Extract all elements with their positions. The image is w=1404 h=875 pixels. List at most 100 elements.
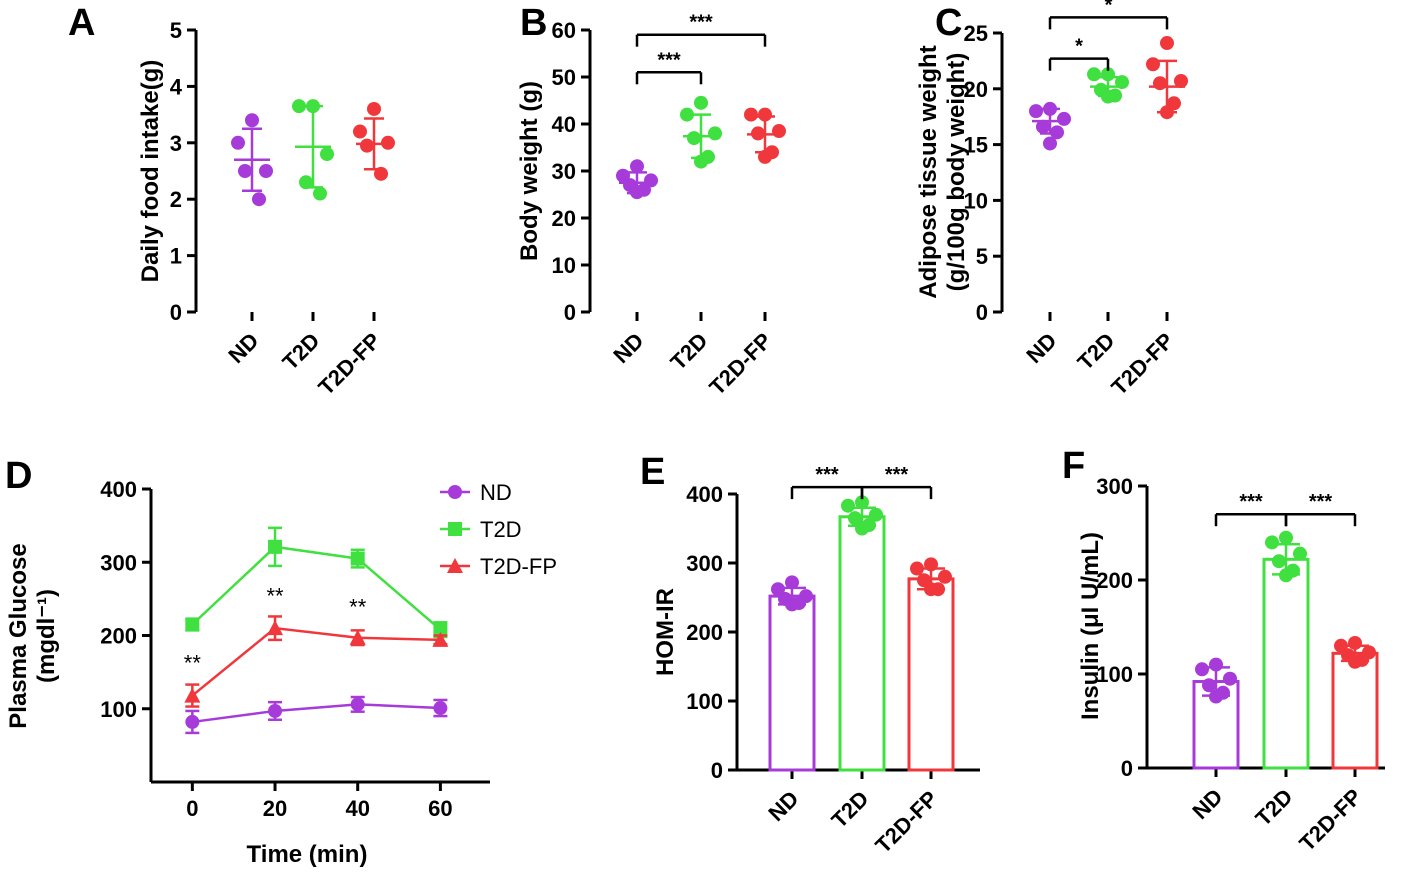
- x-category-label: T2D: [1072, 328, 1119, 375]
- data-point: [855, 521, 869, 536]
- legend-label: T2D: [480, 517, 522, 542]
- significance-bracket: *: [1048, 36, 1110, 71]
- data-point: [1036, 119, 1050, 134]
- data-point: [1043, 136, 1057, 151]
- data-point: [785, 575, 799, 590]
- data-marker: [350, 551, 365, 566]
- x-category-label: T2D: [1250, 784, 1297, 831]
- data-point: [694, 95, 708, 110]
- group-T2D-FP: [353, 101, 395, 181]
- y-axis-title: Daily food intake(g): [137, 60, 164, 283]
- significance-label: *: [1075, 36, 1083, 58]
- bar: [1331, 651, 1379, 770]
- data-point: [1029, 104, 1043, 119]
- y-tick-label: 300: [1096, 474, 1133, 499]
- data-point: [1087, 67, 1101, 82]
- data-point: [1265, 535, 1279, 550]
- y-tick-label: 10: [552, 253, 576, 278]
- data-marker: [433, 701, 448, 716]
- series-ND: [185, 695, 448, 735]
- data-point: [1043, 101, 1057, 116]
- data-point: [1160, 105, 1174, 120]
- data-marker: [350, 697, 365, 712]
- data-marker: [432, 631, 449, 647]
- data-point: [855, 495, 869, 510]
- data-point: [259, 164, 273, 178]
- y-tick-label: 0: [564, 300, 576, 325]
- data-point: [1279, 530, 1293, 545]
- x-category-label: T2D-FP: [1294, 784, 1366, 856]
- y-axis-title: HOM-IR: [652, 588, 679, 676]
- y-axis-title-line: Adipose tissue weight: [915, 45, 942, 298]
- y-tick-label: 50: [552, 65, 576, 90]
- data-point: [231, 135, 245, 150]
- group-ND: [231, 113, 273, 207]
- x-category-label: ND: [763, 786, 803, 826]
- data-point: [1209, 689, 1223, 704]
- data-point: [785, 597, 799, 612]
- x-category-label: ND: [608, 328, 648, 368]
- data-point: [630, 185, 644, 200]
- data-point: [374, 166, 388, 181]
- data-point: [848, 511, 862, 526]
- data-marker: [185, 714, 200, 729]
- data-point: [841, 498, 855, 513]
- bar: [907, 577, 955, 772]
- y-tick-label: 100: [686, 689, 723, 714]
- data-point: [771, 582, 785, 597]
- series-T2D-FP: [184, 615, 449, 708]
- group-ND: [1192, 657, 1240, 770]
- significance-label: ***: [1309, 491, 1333, 513]
- panel-label: F: [1062, 445, 1085, 487]
- group-T2D: [1262, 530, 1310, 770]
- data-point: [751, 126, 765, 141]
- data-point: [1101, 67, 1115, 82]
- significance-bracket: ***: [790, 464, 864, 500]
- y-tick-label: 25: [964, 21, 988, 46]
- data-point: [924, 582, 938, 597]
- y-tick-label: 0: [1121, 756, 1133, 781]
- significance-label: ***: [1239, 491, 1263, 513]
- y-tick-label: 5: [170, 18, 182, 43]
- group-ND: [1029, 101, 1071, 151]
- x-category-label: T2D: [665, 328, 712, 375]
- data-point: [1279, 568, 1293, 583]
- data-point: [1174, 73, 1188, 88]
- significance-annotation: **: [266, 583, 284, 608]
- data-marker: [268, 539, 283, 554]
- data-point: [772, 124, 786, 139]
- data-marker: [447, 558, 463, 573]
- y-tick-label: 200: [100, 624, 137, 649]
- x-tick-label: 20: [263, 796, 287, 821]
- data-point: [708, 126, 722, 141]
- x-category-label: T2D-FP: [313, 328, 385, 400]
- significance-label: ***: [885, 464, 909, 486]
- series-line: [191, 626, 441, 697]
- data-marker: [267, 620, 284, 636]
- y-tick-label: 300: [100, 550, 137, 575]
- y-axis-title-line: (mgdl⁻¹): [33, 589, 60, 683]
- legend-item-ND: ND: [440, 480, 512, 505]
- data-marker: [448, 522, 462, 536]
- data-point: [938, 569, 952, 584]
- data-point: [1209, 657, 1223, 672]
- y-tick-label: 1: [170, 244, 182, 269]
- series-line: [192, 703, 441, 724]
- series-T2D: [185, 526, 448, 639]
- data-point: [1146, 57, 1160, 72]
- y-axis-title-line: Plasma Glucose: [5, 543, 32, 728]
- bar: [768, 594, 816, 772]
- y-tick-label: 2: [170, 187, 182, 212]
- significance-bracket: *: [1048, 0, 1169, 30]
- y-tick-label: 40: [552, 112, 576, 137]
- series-line: [191, 545, 442, 631]
- data-point: [245, 113, 259, 128]
- data-point: [758, 107, 772, 122]
- y-tick-label: 200: [686, 620, 723, 645]
- data-marker: [184, 687, 201, 703]
- group-ND: [768, 575, 816, 772]
- data-point: [1195, 662, 1209, 677]
